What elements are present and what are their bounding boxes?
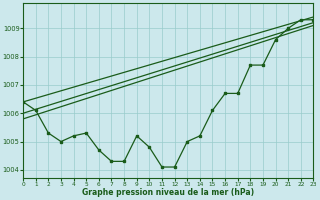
X-axis label: Graphe pression niveau de la mer (hPa): Graphe pression niveau de la mer (hPa) (82, 188, 254, 197)
